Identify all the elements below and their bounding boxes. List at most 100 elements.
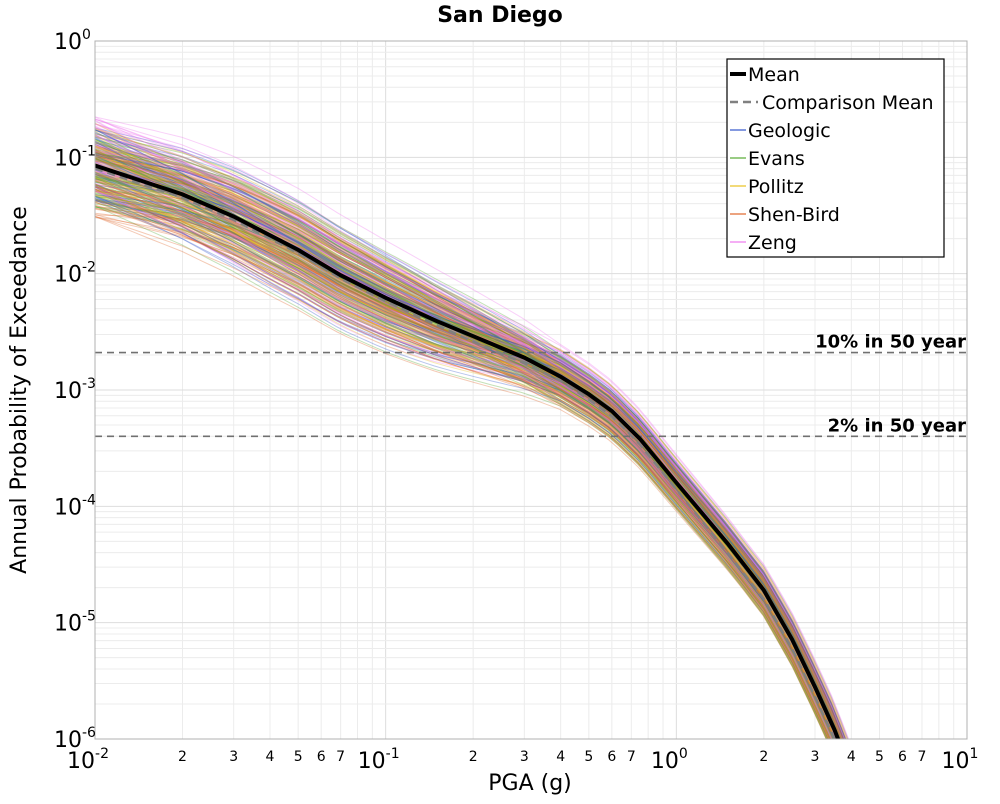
chart-title: San Diego bbox=[437, 3, 563, 28]
ensemble-curve-zeng bbox=[95, 185, 834, 739]
ensemble-curve-shen-bird bbox=[95, 215, 827, 739]
ensemble-curve-zeng bbox=[95, 174, 842, 739]
ensemble-curve-geologic bbox=[95, 196, 829, 739]
ensemble-curve-evans bbox=[95, 192, 843, 739]
ensemble-curve-evans bbox=[95, 138, 842, 739]
ensemble-curve-pollitz bbox=[95, 132, 845, 739]
ensemble-curve-evans bbox=[95, 178, 845, 739]
grid bbox=[94, 41, 967, 740]
ensemble-curve-pollitz bbox=[95, 176, 832, 739]
ensemble-curve-geologic bbox=[95, 150, 844, 739]
y-major-tick-label: 10-2 bbox=[54, 260, 96, 288]
ensemble-curve-geologic bbox=[95, 127, 836, 739]
x-minor-tick-label: 3 bbox=[229, 749, 238, 765]
ensemble-curve-zeng bbox=[95, 133, 834, 739]
ensemble-curve-evans bbox=[95, 178, 836, 739]
ensemble-curve-geologic bbox=[95, 195, 837, 739]
ensemble-curve-zeng bbox=[95, 125, 842, 739]
ensemble-curve-evans bbox=[95, 203, 831, 739]
mean-line bbox=[95, 163, 841, 739]
ensemble-curve-pollitz bbox=[95, 171, 836, 739]
ensemble-curve-pollitz bbox=[95, 129, 842, 739]
x-major-tick-label: 101 bbox=[942, 746, 979, 774]
ensemble-curve-geologic bbox=[95, 134, 846, 739]
ensemble-curve-pollitz bbox=[95, 173, 846, 739]
ensemble-curve-zeng bbox=[95, 170, 832, 739]
ensemble-curve-zeng bbox=[95, 191, 832, 739]
ensemble-curve-pollitz bbox=[95, 146, 840, 739]
ensemble-curve-pollitz bbox=[95, 152, 841, 739]
ensemble-curve-geologic bbox=[95, 164, 844, 739]
ensemble-curve-pollitz bbox=[95, 183, 830, 739]
ensemble-curve-geologic bbox=[95, 190, 834, 739]
x-minor-tick-label: 7 bbox=[918, 749, 927, 765]
ensemble-curve-zeng bbox=[95, 118, 849, 739]
ensemble-curve-pollitz bbox=[95, 178, 841, 739]
ensemble-curve-pollitz bbox=[95, 122, 848, 739]
legend-label: Zeng bbox=[748, 232, 797, 254]
ensemble-curve-geologic bbox=[95, 169, 837, 739]
legend: Mean Comparison Mean Geologic Evans Pollitz S… bbox=[726, 58, 945, 258]
y-axis-label: Annual Probability of Exceedance bbox=[7, 206, 32, 574]
ensemble-curve-geologic bbox=[95, 141, 845, 739]
y-major-tick-label: 10-3 bbox=[54, 376, 96, 404]
ensemble-curve-pollitz bbox=[95, 179, 844, 739]
x-minor-tick-label: 2 bbox=[178, 749, 187, 765]
ensemble-curve-shen-bird bbox=[95, 176, 844, 739]
ensemble-curve-shen-bird bbox=[95, 156, 836, 739]
ensemble-curve-pollitz bbox=[95, 142, 834, 739]
plot-frame bbox=[94, 40, 968, 740]
ensemble-curve-geologic bbox=[95, 199, 830, 739]
ensemble-curve-evans bbox=[95, 149, 843, 739]
x-minor-tick-label: 4 bbox=[266, 749, 275, 765]
ensemble-curve-pollitz bbox=[95, 149, 836, 739]
ensemble-curve-evans bbox=[95, 201, 838, 739]
ensemble-curve-pollitz bbox=[95, 184, 831, 739]
ensemble-curve-zeng bbox=[95, 122, 846, 739]
ensemble-curve-pollitz bbox=[95, 160, 836, 739]
ensemble-curve-zeng bbox=[95, 119, 844, 739]
ensemble-curve-evans bbox=[95, 164, 846, 739]
x-major-tick-label: 10-2 bbox=[67, 746, 109, 774]
ensemble-curve-zeng bbox=[95, 145, 845, 739]
ensemble-curve-geologic bbox=[95, 199, 842, 739]
ensemble-curve-zeng bbox=[95, 170, 846, 739]
ensemble-curve-zeng bbox=[95, 162, 834, 739]
ensemble-curve-zeng bbox=[95, 127, 843, 739]
ensemble-curve-shen-bird bbox=[95, 190, 832, 739]
ensemble-curve-shen-bird bbox=[95, 160, 843, 739]
ensemble-curve-shen-bird bbox=[95, 186, 832, 739]
ensemble-curve-evans bbox=[95, 183, 834, 739]
ensemble-curve-pollitz bbox=[95, 163, 845, 739]
reference-line-label: 2% in 50 year bbox=[828, 415, 966, 436]
ensemble-curve-geologic bbox=[95, 185, 841, 739]
ensemble-curve-zeng bbox=[95, 134, 842, 739]
ensemble-curve-shen-bird bbox=[95, 162, 835, 739]
x-minor-tick-label: 2 bbox=[759, 749, 768, 765]
ensemble-curve-zeng bbox=[95, 182, 834, 739]
reference-line-label: 10% in 50 year bbox=[815, 332, 966, 353]
x-minor-tick-label: 7 bbox=[336, 749, 345, 765]
ensemble-curve-pollitz bbox=[95, 157, 837, 739]
legend-label: Comparison Mean bbox=[762, 92, 934, 114]
ensemble-curve-geologic bbox=[95, 180, 830, 739]
ensemble-curve-evans bbox=[95, 177, 841, 739]
x-minor-tick-label: 6 bbox=[898, 749, 907, 765]
x-minor-tick-label: 6 bbox=[607, 749, 616, 765]
ensemble-curve-evans bbox=[95, 205, 827, 739]
ensemble-curve-geologic bbox=[95, 137, 846, 739]
x-minor-tick-label: 5 bbox=[584, 749, 593, 765]
ensemble-curve-zeng bbox=[95, 143, 837, 739]
ensemble-curve-evans bbox=[95, 205, 831, 739]
ensemble-curve-pollitz bbox=[95, 194, 843, 739]
ensemble-curve-pollitz bbox=[95, 177, 832, 739]
ensemble-curve-pollitz bbox=[95, 147, 842, 739]
ensemble-curve-zeng bbox=[95, 185, 842, 739]
ensemble-curve-pollitz bbox=[95, 158, 836, 739]
ensemble-curve-geologic bbox=[95, 131, 845, 739]
ensemble-curve-zeng bbox=[95, 155, 845, 739]
ensemble-curve-shen-bird bbox=[95, 202, 836, 739]
ensemble-curve-shen-bird bbox=[95, 160, 844, 739]
ensemble-curve-zeng bbox=[95, 120, 843, 739]
ensemble-curve-evans bbox=[95, 206, 834, 739]
